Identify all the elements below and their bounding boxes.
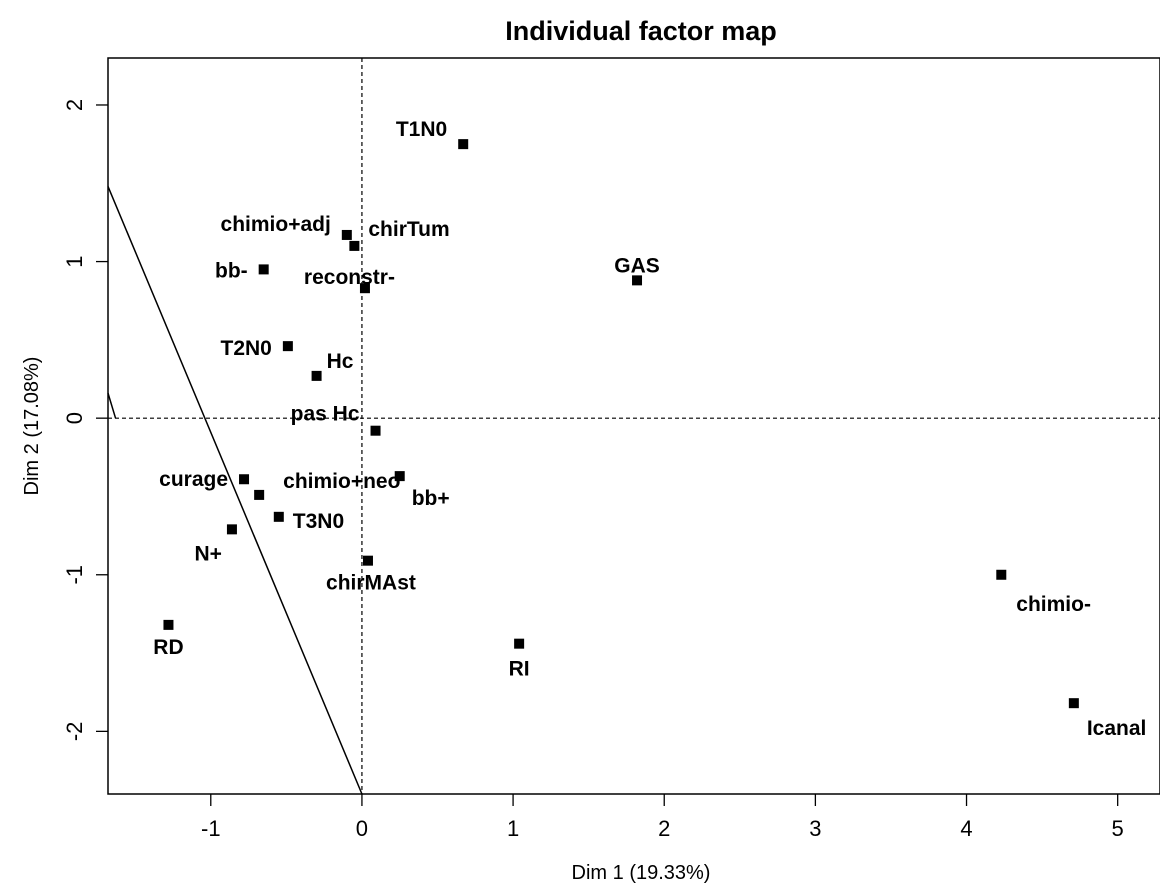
point-label: Icanal	[1087, 717, 1147, 740]
x-tick-label: 4	[960, 816, 972, 841]
data-point	[311, 370, 322, 381]
data-point	[258, 264, 269, 275]
data-point	[239, 474, 250, 485]
x-axis-label: Dim 1 (19.33%)	[572, 862, 711, 884]
x-tick-label: 0	[356, 816, 368, 841]
plot-marks: -1 0 1 2 3 4 5 -2 -1 0 1 2 T1N0 chimio+adj chirTum bb-r…	[62, 58, 1160, 841]
data-point	[163, 619, 174, 630]
point-label: RD	[153, 636, 183, 659]
x-tick-label: 1	[507, 816, 519, 841]
point-label: T1N0	[396, 118, 447, 141]
point-label: reconstr-	[304, 266, 395, 289]
point-label: Hc	[327, 350, 354, 373]
y-axis-label: Dim 2 (17.08%)	[21, 357, 43, 496]
y-tick-label: -1	[62, 565, 87, 585]
point-label: pas Hc	[291, 403, 360, 426]
chart-title: Individual factor map	[505, 16, 777, 46]
y-tick-label: -2	[62, 722, 87, 742]
x-tick-label: 3	[809, 816, 821, 841]
x-tick-label: 5	[1112, 816, 1124, 841]
point-label: T2N0	[221, 337, 272, 360]
data-point	[996, 569, 1007, 580]
point-label: curage	[159, 468, 228, 491]
y-tick-label: 1	[62, 255, 87, 267]
data-point	[226, 524, 237, 535]
plot-frame	[107, 57, 1160, 795]
data-point	[458, 139, 469, 150]
point-label: T3N0	[293, 510, 344, 533]
data-point	[341, 229, 352, 240]
data-point	[632, 275, 643, 286]
point-label: GAS	[614, 254, 660, 277]
point-label: chimio+neo	[283, 470, 400, 493]
data-point	[254, 489, 265, 500]
point-label: chirTum	[368, 218, 449, 241]
edge-segment	[107, 392, 117, 419]
data-point	[370, 425, 381, 436]
point-label: chimio-	[1016, 593, 1091, 616]
data-point	[359, 283, 370, 294]
point-label: bb-	[215, 259, 248, 282]
data-point	[349, 240, 360, 251]
point-label: N+	[195, 542, 222, 565]
data-point	[362, 555, 373, 566]
x-tick-label: 2	[658, 816, 670, 841]
data-point	[282, 341, 293, 352]
diagonal-line	[107, 186, 363, 795]
data-point	[394, 471, 405, 482]
data-point	[273, 511, 284, 522]
data-point	[1068, 698, 1079, 709]
y-tick-label: 0	[62, 412, 87, 424]
point-label: RI	[509, 658, 530, 681]
point-label: chirMAst	[326, 572, 416, 595]
y-tick-label: 2	[62, 99, 87, 111]
x-tick-label: -1	[201, 816, 221, 841]
point-label: chimio+adj	[221, 213, 331, 236]
point-label: bb+	[412, 487, 450, 510]
data-point	[514, 638, 525, 649]
